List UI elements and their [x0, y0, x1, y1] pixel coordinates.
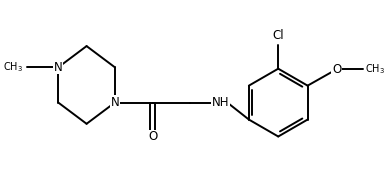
- Text: Cl: Cl: [272, 29, 284, 42]
- Text: O: O: [148, 130, 157, 143]
- Text: CH$_3$: CH$_3$: [3, 60, 23, 74]
- Text: NH: NH: [212, 96, 229, 109]
- Text: N: N: [54, 61, 63, 74]
- Text: N: N: [110, 96, 119, 109]
- Text: O: O: [332, 63, 341, 76]
- Text: CH$_3$: CH$_3$: [365, 62, 385, 76]
